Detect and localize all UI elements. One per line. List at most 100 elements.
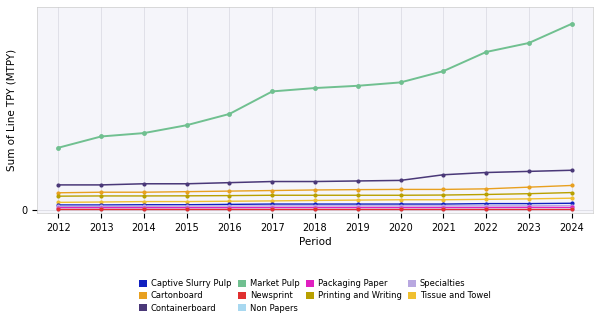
Printing and Writing <box>226 194 233 197</box>
Packaging Paper <box>226 206 233 210</box>
Specialties <box>183 204 190 208</box>
Newsprint <box>140 207 148 211</box>
Captive Slurry Pulp <box>397 202 404 206</box>
Containerboard <box>183 182 190 186</box>
Non Papers <box>311 207 319 211</box>
Printing and Writing <box>311 193 319 197</box>
Tissue and Towel <box>269 199 276 203</box>
Newsprint <box>440 207 447 211</box>
Tissue and Towel <box>55 200 62 204</box>
Printing and Writing <box>568 191 575 195</box>
Captive Slurry Pulp <box>269 202 276 206</box>
Tissue and Towel <box>140 200 148 204</box>
Non Papers <box>568 207 575 211</box>
Tissue and Towel <box>226 199 233 203</box>
Market Pulp <box>311 86 319 90</box>
Market Pulp <box>354 84 361 88</box>
Packaging Paper <box>482 206 490 210</box>
Non Papers <box>525 207 532 211</box>
Y-axis label: Sum of Line TPY (MTPY): Sum of Line TPY (MTPY) <box>7 49 17 171</box>
Line: Captive Slurry Pulp: Captive Slurry Pulp <box>56 201 574 207</box>
Tissue and Towel <box>98 200 105 204</box>
Containerboard <box>226 181 233 184</box>
Containerboard <box>269 180 276 183</box>
Printing and Writing <box>482 193 490 197</box>
Non Papers <box>140 207 148 211</box>
Packaging Paper <box>525 205 532 209</box>
Packaging Paper <box>311 206 319 210</box>
Market Pulp <box>140 131 148 135</box>
Tissue and Towel <box>354 198 361 202</box>
Cartonboard <box>311 188 319 192</box>
Market Pulp <box>525 41 532 45</box>
Market Pulp <box>226 112 233 116</box>
Newsprint <box>55 207 62 211</box>
Cartonboard <box>55 191 62 195</box>
Non Papers <box>98 207 105 211</box>
Line: Non Papers: Non Papers <box>56 206 574 211</box>
Cartonboard <box>354 188 361 191</box>
Specialties <box>525 204 532 208</box>
Non Papers <box>482 207 490 211</box>
Captive Slurry Pulp <box>440 202 447 206</box>
Captive Slurry Pulp <box>140 203 148 207</box>
Packaging Paper <box>397 206 404 210</box>
Newsprint <box>311 207 319 211</box>
Specialties <box>354 204 361 208</box>
Specialties <box>311 204 319 208</box>
Printing and Writing <box>440 193 447 197</box>
Packaging Paper <box>140 206 148 210</box>
Captive Slurry Pulp <box>183 203 190 207</box>
Printing and Writing <box>354 193 361 197</box>
Containerboard <box>568 168 575 172</box>
Cartonboard <box>98 190 105 194</box>
Newsprint <box>183 207 190 211</box>
Market Pulp <box>440 69 447 73</box>
Specialties <box>482 204 490 208</box>
Containerboard <box>525 169 532 173</box>
Newsprint <box>482 207 490 211</box>
Specialties <box>55 204 62 208</box>
Non Papers <box>226 207 233 211</box>
Containerboard <box>354 179 361 183</box>
Printing and Writing <box>525 192 532 196</box>
Specialties <box>440 204 447 208</box>
Captive Slurry Pulp <box>482 202 490 205</box>
Containerboard <box>98 183 105 187</box>
Market Pulp <box>568 22 575 26</box>
Captive Slurry Pulp <box>311 202 319 206</box>
Specialties <box>269 204 276 208</box>
Containerboard <box>55 183 62 187</box>
Non Papers <box>354 207 361 211</box>
Containerboard <box>140 182 148 186</box>
Line: Newsprint: Newsprint <box>56 207 574 211</box>
Newsprint <box>354 207 361 211</box>
Legend: Captive Slurry Pulp, Cartonboard, Containerboard, Market Pulp, Newsprint, Non Pa: Captive Slurry Pulp, Cartonboard, Contai… <box>139 279 491 313</box>
Market Pulp <box>482 50 490 54</box>
Printing and Writing <box>269 193 276 197</box>
Specialties <box>397 204 404 208</box>
Printing and Writing <box>98 194 105 198</box>
Packaging Paper <box>568 205 575 209</box>
Newsprint <box>525 207 532 211</box>
Cartonboard <box>226 189 233 193</box>
X-axis label: Period: Period <box>299 237 331 247</box>
Cartonboard <box>269 189 276 192</box>
Newsprint <box>98 207 105 211</box>
Cartonboard <box>482 187 490 191</box>
Line: Printing and Writing: Printing and Writing <box>56 190 574 198</box>
Newsprint <box>269 207 276 211</box>
Market Pulp <box>269 89 276 93</box>
Captive Slurry Pulp <box>354 202 361 206</box>
Non Papers <box>440 207 447 211</box>
Line: Containerboard: Containerboard <box>56 168 574 187</box>
Printing and Writing <box>55 194 62 198</box>
Line: Cartonboard: Cartonboard <box>56 183 574 195</box>
Non Papers <box>269 207 276 211</box>
Market Pulp <box>55 146 62 150</box>
Packaging Paper <box>354 206 361 210</box>
Specialties <box>140 204 148 208</box>
Line: Specialties: Specialties <box>56 204 574 208</box>
Containerboard <box>397 178 404 182</box>
Captive Slurry Pulp <box>98 203 105 207</box>
